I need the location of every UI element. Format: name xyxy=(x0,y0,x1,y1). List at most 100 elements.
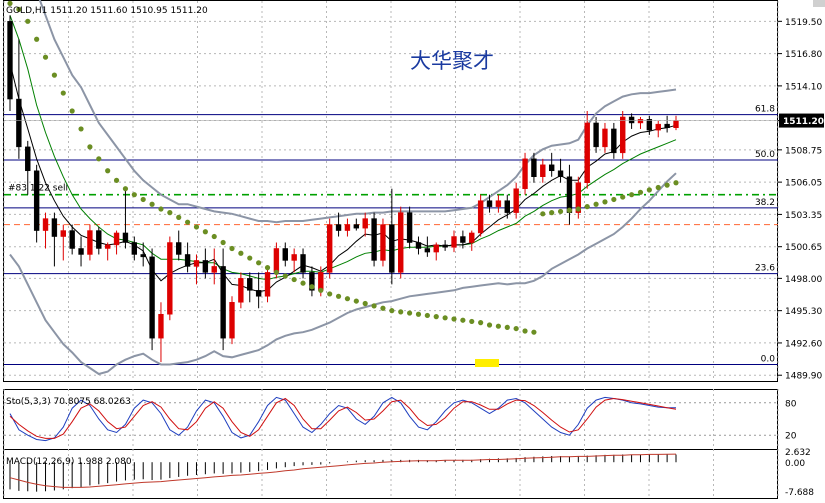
moving-average-fast-line xyxy=(9,63,677,293)
sar-dot xyxy=(34,36,40,42)
sar-dot xyxy=(291,276,297,283)
price-tick-label: 1506.05 xyxy=(785,179,822,189)
stochastic-title: Sto(5,3,3) 70.8075 68.0263 xyxy=(6,397,131,407)
candle-body xyxy=(602,128,608,148)
candle xyxy=(548,152,555,177)
candle xyxy=(540,158,546,183)
candle-body xyxy=(282,248,288,261)
candle xyxy=(442,240,448,251)
sar-dot xyxy=(273,269,279,275)
candle xyxy=(513,182,519,219)
sar-dot xyxy=(424,312,430,319)
price-tick-label: 1492.60 xyxy=(785,339,822,349)
sar-dot xyxy=(540,211,546,217)
candle xyxy=(646,115,653,135)
candle-body xyxy=(540,164,546,178)
price-tick-label: 1489.90 xyxy=(785,372,822,382)
price-tick-label: 1503.35 xyxy=(785,211,822,221)
sar-dot xyxy=(176,214,182,221)
candle-body xyxy=(486,200,493,207)
sar-dot xyxy=(282,273,288,279)
sar-dot xyxy=(353,298,359,304)
candle-body xyxy=(362,218,368,229)
sar-dot xyxy=(122,186,129,192)
symbol-ohlc-readout: GOLD,H1 1511.20 1511.60 1510.95 1511.20 xyxy=(6,6,208,16)
candle-body xyxy=(566,176,573,213)
candle xyxy=(469,230,475,251)
candle xyxy=(477,194,484,237)
sar-dot xyxy=(611,196,617,203)
candle-body xyxy=(211,266,217,273)
candle-body xyxy=(593,122,599,148)
candle-body xyxy=(184,254,191,267)
candle xyxy=(344,218,351,237)
candle xyxy=(104,242,111,261)
sar-dot xyxy=(451,316,457,322)
candle-body xyxy=(548,164,555,172)
candle xyxy=(309,266,315,297)
candle xyxy=(291,248,297,273)
sar-dot xyxy=(318,287,324,293)
sar-dot xyxy=(629,192,635,198)
price-tick-label: 1508.75 xyxy=(785,146,822,156)
candle xyxy=(60,224,66,261)
highlight-marker xyxy=(475,359,499,367)
candle xyxy=(238,272,244,309)
candle-body xyxy=(149,256,155,339)
moving-average-slow-line xyxy=(9,15,677,281)
sar-dot xyxy=(60,90,66,96)
candle-body xyxy=(122,232,129,243)
sar-dot xyxy=(433,314,439,320)
sar-dot xyxy=(389,308,395,314)
sar-dot xyxy=(247,255,253,261)
candle xyxy=(406,206,413,249)
candle xyxy=(398,206,404,279)
candle xyxy=(620,110,626,159)
current-price-box xyxy=(779,113,824,128)
sar-dot xyxy=(149,201,155,207)
candle-body xyxy=(628,116,635,124)
candle-body xyxy=(611,128,617,154)
sar-dot xyxy=(309,284,315,290)
candle-body xyxy=(113,232,120,246)
sar-dot xyxy=(637,189,644,195)
candle xyxy=(255,272,262,309)
sar-dot xyxy=(531,329,537,335)
price-tick-label: 1498.00 xyxy=(785,275,822,285)
candle-body xyxy=(220,266,226,339)
sar-dot xyxy=(478,320,484,326)
candle xyxy=(424,236,431,257)
candle xyxy=(504,194,510,219)
candle xyxy=(637,116,644,129)
fib-level-label: 61.8 xyxy=(755,105,775,115)
candle-body xyxy=(309,272,315,291)
candle-body xyxy=(460,236,466,243)
sar-dot xyxy=(256,260,262,266)
price-tick-label: 1514.10 xyxy=(785,82,822,92)
sar-dot xyxy=(131,192,137,198)
sar-dot xyxy=(398,309,404,315)
sar-dot xyxy=(557,208,564,215)
candle-body xyxy=(451,236,457,248)
sar-dot xyxy=(167,210,173,216)
candle-body xyxy=(78,248,84,255)
macd-tick-label: 0.00 xyxy=(785,459,805,469)
sar-dot xyxy=(78,126,84,132)
sar-dot xyxy=(7,0,13,6)
candle-body xyxy=(33,170,40,231)
candle xyxy=(362,212,368,237)
fib-level-label: 0.0 xyxy=(761,354,776,364)
candle xyxy=(131,236,138,261)
macd-tick-label: 2.632 xyxy=(785,448,811,458)
candle xyxy=(486,194,493,213)
fib-level-label: 23.6 xyxy=(755,264,775,274)
sar-dot xyxy=(495,323,501,329)
sar-dot xyxy=(113,177,120,183)
candle xyxy=(211,248,217,285)
price-tick-label: 1519.50 xyxy=(785,18,822,28)
sar-dot xyxy=(158,206,164,212)
candle-body xyxy=(255,290,262,297)
candle-body xyxy=(504,200,510,213)
